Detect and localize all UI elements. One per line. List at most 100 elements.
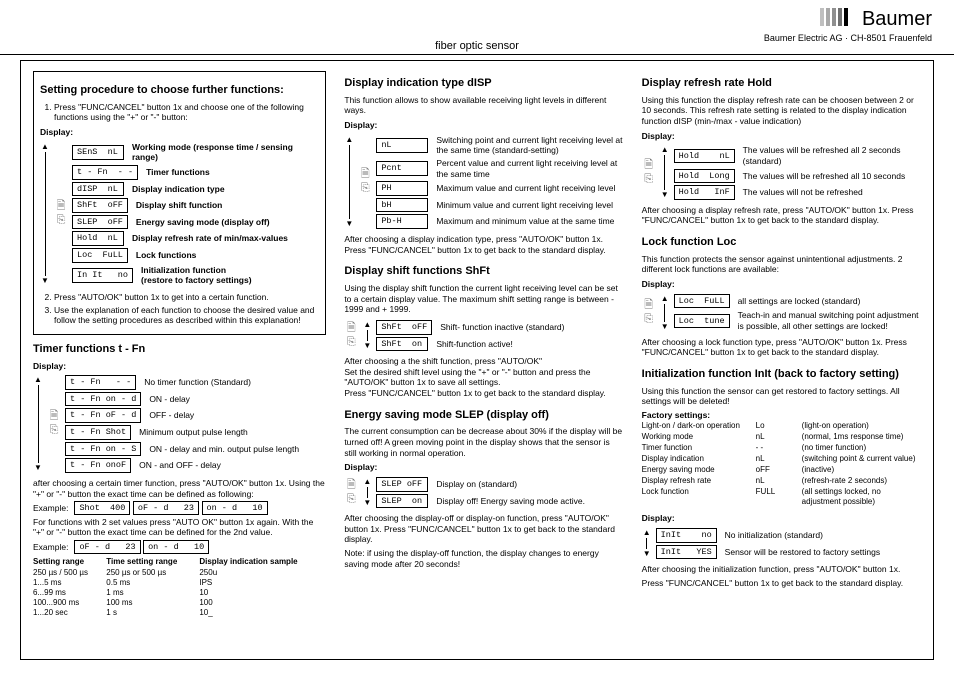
display-option-row: PH Maximum value and current light recei… bbox=[376, 181, 623, 196]
page-icon: 🗎⎘ bbox=[642, 292, 656, 334]
brand-block: Baumer Baumer Electric AG · CH-8501 Frau… bbox=[764, 8, 932, 43]
table-header: Time setting range bbox=[106, 556, 199, 568]
display-option-row: Pb-H Maximum and minimum value at the sa… bbox=[376, 214, 623, 229]
display-option-row: t - Fn - - Timer functions bbox=[72, 165, 319, 180]
example-label: Example: bbox=[33, 503, 68, 514]
display-option-row: Loc FuLL Lock functions bbox=[72, 248, 319, 263]
display-label: Display: bbox=[40, 127, 319, 138]
page: Baumer Baumer Electric AG · CH-8501 Frau… bbox=[0, 0, 954, 675]
table-cell: 6...99 ms bbox=[33, 588, 106, 598]
updown-arrow-icon bbox=[40, 140, 50, 288]
display-desc: Shift- function inactive (standard) bbox=[440, 322, 623, 333]
display-label: Display: bbox=[344, 120, 623, 131]
display-box: ShFt oFF bbox=[376, 320, 432, 335]
display-desc: No initialization (standard) bbox=[725, 530, 921, 541]
factory-setting-row: Light-on / dark-on operationLo(light-on … bbox=[642, 421, 921, 431]
step-1: Press "FUNC/CANCEL" button 1x and choose… bbox=[54, 102, 319, 123]
display-label: Display: bbox=[642, 513, 921, 524]
table-cell: 0.5 ms bbox=[106, 578, 199, 588]
display-option-row: In It no Initialization function (restor… bbox=[72, 265, 319, 286]
page-icon: 🗎⎘ bbox=[642, 143, 656, 202]
display-option-row: SEnS nL Working mode (response time / se… bbox=[72, 142, 319, 163]
table-cell: 1...20 sec bbox=[33, 608, 106, 618]
table-header: Display indication sample bbox=[199, 556, 326, 568]
display-option-row: SLEP oFF Energy saving mode (display off… bbox=[72, 215, 319, 230]
display-box: Hold InF bbox=[674, 185, 735, 200]
display-box: nL bbox=[376, 138, 428, 153]
display-desc: Minimum output pulse length bbox=[139, 427, 326, 438]
display-box: on - d 10 bbox=[202, 501, 268, 515]
display-box: oF - d 23 bbox=[74, 540, 140, 554]
disp-title: Display indication type dISP bbox=[344, 77, 623, 91]
display-desc: The values will be refreshed all 2 secon… bbox=[743, 145, 921, 166]
display-option-row: t - Fn Shot Minimum output pulse length bbox=[65, 425, 326, 440]
factory-setting-row: Display refresh ratenL(refresh-rate 2 se… bbox=[642, 476, 921, 486]
display-box: t - Fn - - bbox=[65, 375, 136, 390]
timer-after-1: after choosing a certain timer function,… bbox=[33, 478, 326, 499]
display-desc: ON - delay and min. output pulse length bbox=[149, 444, 326, 455]
display-option-row: SLEP on Display off! Energy saving mode … bbox=[376, 494, 623, 509]
display-option-row: Pcnt Percent value and current light rec… bbox=[376, 158, 623, 179]
table-cell: 100 bbox=[199, 598, 326, 608]
table-cell: 250 µs or 500 µs bbox=[106, 568, 199, 578]
lock-intro: This function protects the sensor agains… bbox=[642, 254, 921, 275]
factory-settings-label: Factory settings: bbox=[642, 410, 921, 421]
display-box: ShFt oFF bbox=[72, 198, 128, 213]
table-row: 1...5 ms0.5 msIPS bbox=[33, 578, 326, 588]
display-desc: No timer function (Standard) bbox=[144, 377, 326, 388]
display-box: InIt YES bbox=[656, 545, 717, 560]
disp-after: After choosing a display indication type… bbox=[344, 234, 623, 255]
display-box: In It no bbox=[72, 268, 133, 283]
display-box: Hold Long bbox=[674, 169, 735, 184]
display-option-row: Loc tune Teach-in and manual switching p… bbox=[674, 310, 921, 331]
display-box: on - d 10 bbox=[143, 540, 209, 554]
display-option-row: Hold nL Display refresh rate of min/max-… bbox=[72, 231, 319, 246]
display-option-row: Hold nL The values will be refreshed all… bbox=[674, 145, 921, 166]
display-label: Display: bbox=[33, 361, 326, 372]
timer-title: Timer functions t - Fn bbox=[33, 343, 326, 357]
display-label: Display: bbox=[344, 462, 623, 473]
brand-name: Baumer bbox=[862, 8, 932, 31]
page-icon: 🗎⎘ bbox=[54, 140, 68, 288]
factory-setting-row: Working modenL(normal, 1ms response time… bbox=[642, 432, 921, 442]
table-cell: 250u bbox=[199, 568, 326, 578]
table-cell: 1 ms bbox=[106, 588, 199, 598]
display-option-row: t - Fn oF - d OFF - delay bbox=[65, 408, 326, 423]
display-option-row: InIt no No initialization (standard) bbox=[656, 528, 921, 543]
step-3: Use the explanation of each function to … bbox=[54, 305, 319, 326]
display-option-row: nL Switching point and current light rec… bbox=[376, 135, 623, 156]
display-box: t - Fn onoF bbox=[65, 458, 131, 473]
setting-procedure-title: Setting procedure to choose further func… bbox=[40, 84, 319, 98]
shift-intro: Using the display shift function the cur… bbox=[344, 283, 623, 315]
updown-arrow-icon bbox=[344, 133, 354, 231]
display-desc: The values will be refreshed all 10 seco… bbox=[743, 171, 921, 182]
display-desc: Sensor will be restored to factory setti… bbox=[725, 547, 921, 558]
page-icon: 🗎⎘ bbox=[344, 475, 358, 510]
display-desc: Maximum and minimum value at the same ti… bbox=[436, 216, 623, 227]
display-label: Display: bbox=[642, 279, 921, 290]
display-box: Hold nL bbox=[674, 149, 735, 164]
display-desc: Timer functions bbox=[146, 167, 319, 178]
display-box: Hold nL bbox=[72, 231, 124, 246]
slep-intro: The current consumption can be decrease … bbox=[344, 426, 623, 458]
table-cell: 100 ms bbox=[106, 598, 199, 608]
updown-arrow-icon bbox=[642, 526, 652, 561]
hold-after: After choosing a display refresh rate, p… bbox=[642, 205, 921, 226]
lock-after: After choosing a lock function type, pre… bbox=[642, 337, 921, 358]
example-label: Example: bbox=[33, 542, 68, 553]
updown-arrow-icon bbox=[660, 292, 670, 334]
display-box: Loc FuLL bbox=[674, 294, 730, 309]
display-desc: Display off! Energy saving mode active. bbox=[436, 496, 623, 507]
display-desc: Teach-in and manual switching point adju… bbox=[738, 310, 921, 331]
display-desc: Display indication type bbox=[132, 184, 319, 195]
display-box: oF - d 23 bbox=[133, 501, 199, 515]
display-option-row: InIt YES Sensor will be restored to fact… bbox=[656, 545, 921, 560]
display-box: PH bbox=[376, 181, 428, 196]
table-header: Setting range bbox=[33, 556, 106, 568]
setting-procedure-box: Setting procedure to choose further func… bbox=[33, 71, 326, 335]
factory-setting-row: Energy saving modeoFF(inactive) bbox=[642, 465, 921, 475]
step-2: Press "AUTO/OK" button 1x to get into a … bbox=[54, 292, 319, 303]
updown-arrow-icon bbox=[33, 373, 43, 475]
page-icon: 🗎⎘ bbox=[358, 133, 372, 231]
display-desc: Working mode (response time / sensing ra… bbox=[132, 142, 319, 163]
